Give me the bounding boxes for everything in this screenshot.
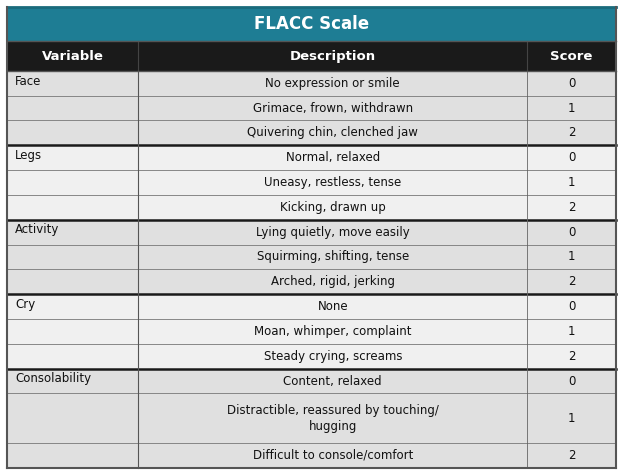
Text: Kicking, drawn up: Kicking, drawn up <box>280 201 386 214</box>
Bar <box>7 220 616 245</box>
Text: 1: 1 <box>568 102 575 114</box>
Text: 2: 2 <box>568 449 575 462</box>
Bar <box>7 269 616 294</box>
Bar <box>7 7 616 41</box>
Bar <box>7 170 616 195</box>
Bar <box>7 344 616 369</box>
Text: Distractible, reassured by touching/
hugging: Distractible, reassured by touching/ hug… <box>227 404 439 433</box>
Text: Moan, whimper, complaint: Moan, whimper, complaint <box>254 325 412 338</box>
Text: FLACC Scale: FLACC Scale <box>254 15 369 33</box>
Text: Squirming, shifting, tense: Squirming, shifting, tense <box>257 250 409 264</box>
Bar <box>7 393 616 443</box>
Text: Uneasy, restless, tense: Uneasy, restless, tense <box>264 176 401 189</box>
Text: Quivering chin, clenched jaw: Quivering chin, clenched jaw <box>247 126 418 139</box>
Bar <box>7 195 616 220</box>
Text: 2: 2 <box>568 275 575 288</box>
Text: Content, relaxed: Content, relaxed <box>283 374 382 388</box>
Text: Grimace, frown, withdrawn: Grimace, frown, withdrawn <box>253 102 413 114</box>
Text: Difficult to console/comfort: Difficult to console/comfort <box>252 449 413 462</box>
Text: None: None <box>318 300 348 313</box>
Bar <box>7 245 616 269</box>
Text: Legs: Legs <box>15 149 42 162</box>
Text: 0: 0 <box>568 374 575 388</box>
Text: No expression or smile: No expression or smile <box>265 76 400 90</box>
Bar <box>7 443 616 468</box>
Text: 2: 2 <box>568 201 575 214</box>
Bar <box>7 369 616 393</box>
Text: 1: 1 <box>568 325 575 338</box>
Text: 1: 1 <box>568 412 575 425</box>
Text: Activity: Activity <box>15 224 59 237</box>
Bar <box>7 319 616 344</box>
Text: Cry: Cry <box>15 298 36 311</box>
Text: Lying quietly, move easily: Lying quietly, move easily <box>256 226 410 238</box>
Text: 0: 0 <box>568 300 575 313</box>
Bar <box>7 145 616 170</box>
Text: Face: Face <box>15 75 41 87</box>
Text: 0: 0 <box>568 226 575 238</box>
Text: Variable: Variable <box>42 49 104 63</box>
Text: Description: Description <box>290 49 376 63</box>
Text: 1: 1 <box>568 250 575 264</box>
Text: Arched, rigid, jerking: Arched, rigid, jerking <box>271 275 395 288</box>
Text: 2: 2 <box>568 350 575 363</box>
Text: Normal, relaxed: Normal, relaxed <box>286 151 380 164</box>
Text: 0: 0 <box>568 76 575 90</box>
Bar <box>7 41 616 71</box>
Text: Score: Score <box>550 49 592 63</box>
Bar <box>7 95 616 121</box>
Text: 2: 2 <box>568 126 575 139</box>
Text: Consolability: Consolability <box>15 372 91 385</box>
Text: Steady crying, screams: Steady crying, screams <box>264 350 402 363</box>
Text: 1: 1 <box>568 176 575 189</box>
Bar <box>7 71 616 95</box>
Bar <box>7 121 616 145</box>
Bar <box>7 294 616 319</box>
Text: 0: 0 <box>568 151 575 164</box>
